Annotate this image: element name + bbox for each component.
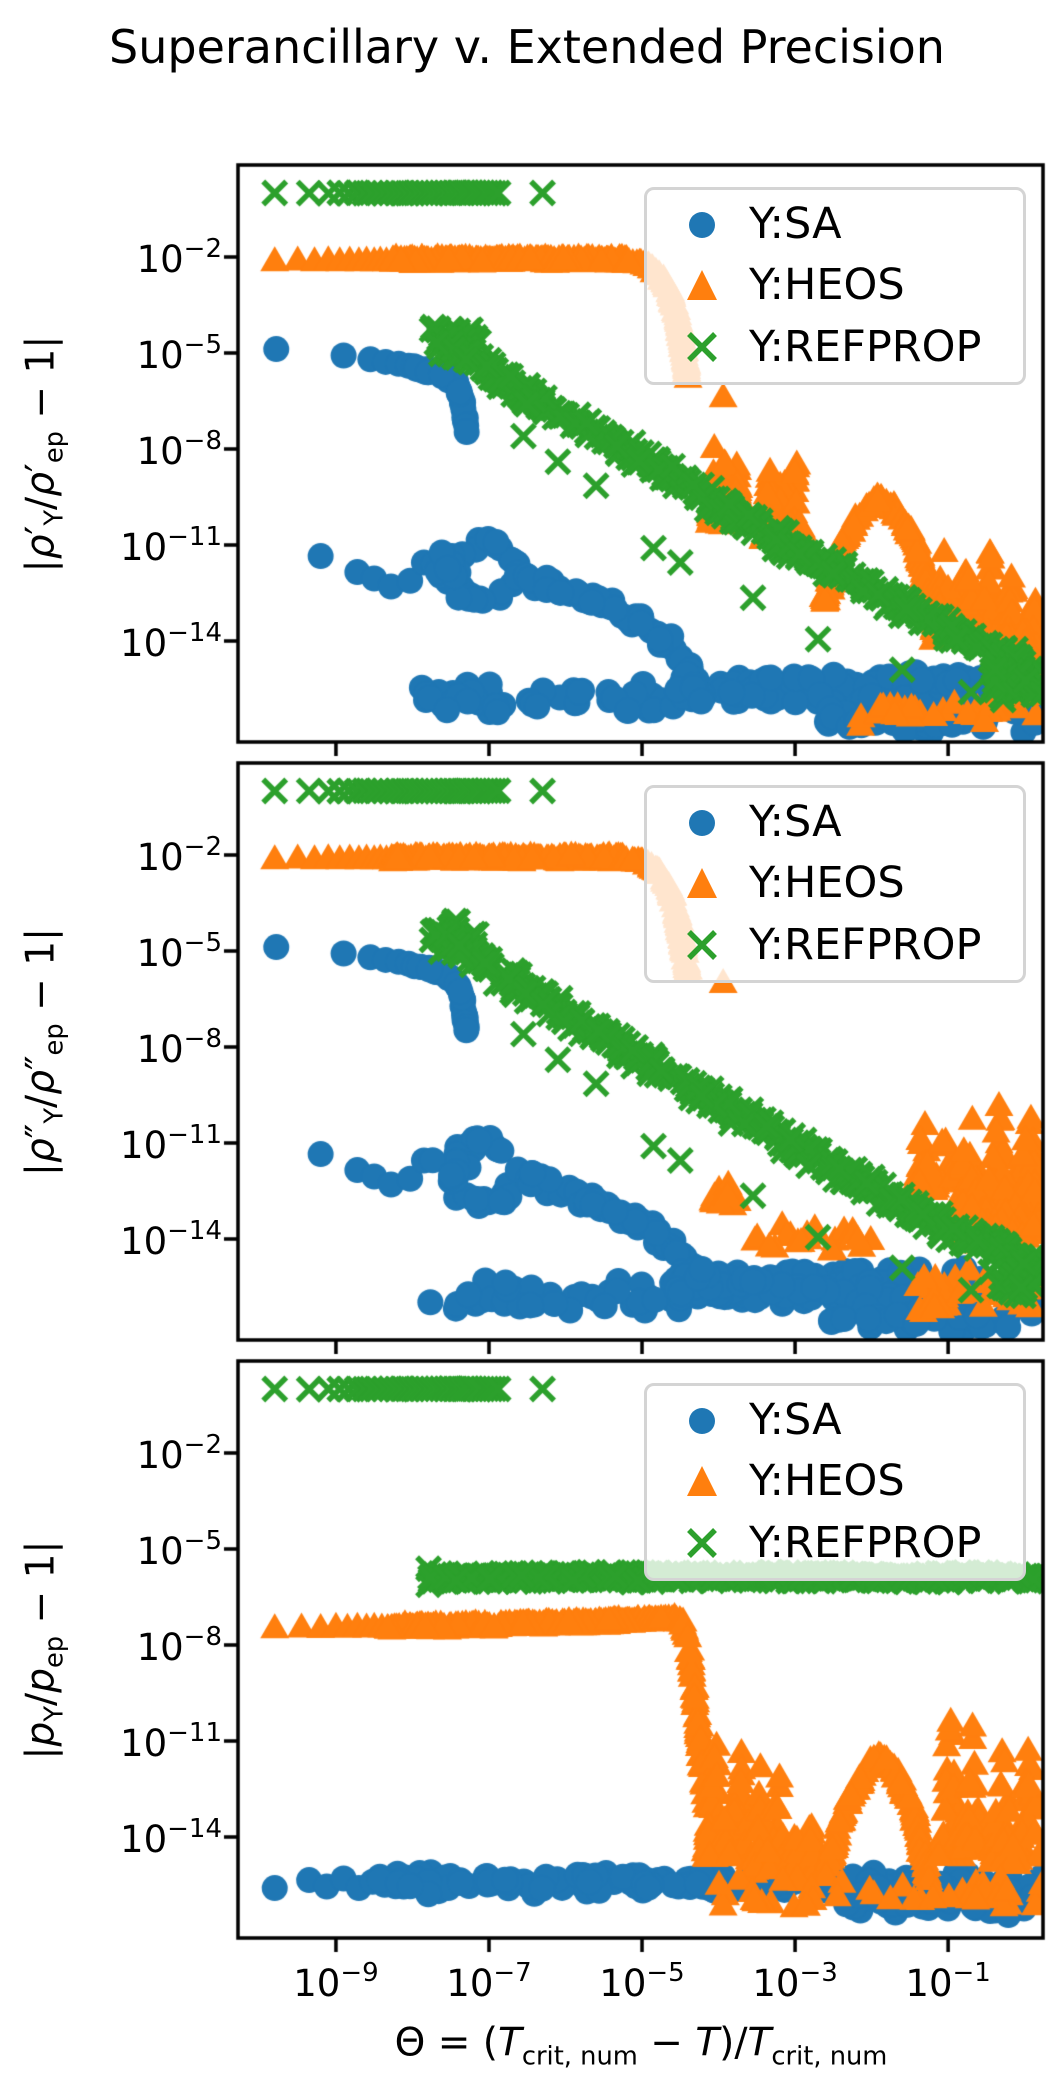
legend-row-refprop: Y:REFPROP [647,317,1023,378]
y-tick-label: 10−2 [136,1429,222,1477]
x-axis-label: Θ = (Tcrit, num − T)/Tcrit, num [394,2020,888,2072]
legend-label-refprop: Y:REFPROP [749,321,982,372]
x-tick-label: 10−9 [293,1958,379,2005]
y-tick-label: 10−8 [136,1621,222,1669]
legend-row-sa: Y:SA [647,194,1023,255]
legend-label-sa: Y:SA [749,797,842,848]
y-axis-label-subplot2: |ρ″Y/ρ″ep − 1| [18,927,70,1176]
heos-triangle-icon [687,867,717,898]
refprop-x-icon [687,930,717,961]
legend-row-heos: Y:HEOS [647,853,1023,914]
legend-label-heos: Y:HEOS [749,1456,905,1507]
y-tick-label: 10−2 [136,233,222,281]
y-tick-label: 10−8 [136,1023,222,1071]
y-tick-label: 10−11 [120,1119,222,1167]
y-tick-label: 10−5 [136,927,222,975]
y-tick-label: 10−8 [136,425,222,473]
sa-circle-icon [689,1407,715,1434]
x-tick-label: 10−5 [599,1958,685,2005]
figure-title: Superancillary v. Extended Precision [109,20,945,74]
legend-row-refprop: Y:REFPROP [647,915,1023,976]
legend-label-heos: Y:HEOS [749,260,905,311]
legend-row-sa: Y:SA [647,792,1023,853]
y-tick-label: 10−14 [120,1813,222,1861]
legend-label-refprop: Y:REFPROP [749,919,982,970]
legend-subplot2: Y:SA Y:HEOS Y:REFPROP [644,785,1026,983]
legend-row-sa: Y:SA [647,1390,1023,1451]
refprop-x-icon [687,332,717,363]
y-axis-label-subplot1: |ρ′Y/ρ′ep − 1| [18,335,70,572]
y-tick-label: 10−14 [120,1215,222,1263]
y-tick-label: 10−11 [120,1717,222,1765]
y-tick-label: 10−11 [120,521,222,569]
legend-label-refprop: Y:REFPROP [749,1517,982,1568]
sa-circle-icon [689,809,715,836]
x-tick-label: 10−3 [752,1958,838,2005]
legend-label-sa: Y:SA [749,199,842,250]
x-tick-label: 10−1 [905,1958,991,2005]
legend-row-refprop: Y:REFPROP [647,1513,1023,1574]
y-tick-label: 10−14 [120,617,222,665]
refprop-x-icon [687,1528,717,1559]
x-tick-label: 10−7 [446,1958,532,2005]
legend-row-heos: Y:HEOS [647,1451,1023,1512]
y-axis-label-subplot3: |pY/pep − 1| [18,1539,70,1760]
sa-circle-icon [689,211,715,238]
legend-subplot1: Y:SA Y:HEOS Y:REFPROP [644,187,1026,385]
legend-label-heos: Y:HEOS [749,858,905,909]
y-tick-label: 10−5 [136,329,222,377]
heos-triangle-icon [687,1465,717,1496]
y-tick-label: 10−5 [136,1525,222,1573]
legend-subplot3: Y:SA Y:HEOS Y:REFPROP [644,1383,1026,1581]
y-tick-label: 10−2 [136,831,222,879]
legend-row-heos: Y:HEOS [647,255,1023,316]
legend-label-sa: Y:SA [749,1395,842,1446]
heos-triangle-icon [687,269,717,300]
